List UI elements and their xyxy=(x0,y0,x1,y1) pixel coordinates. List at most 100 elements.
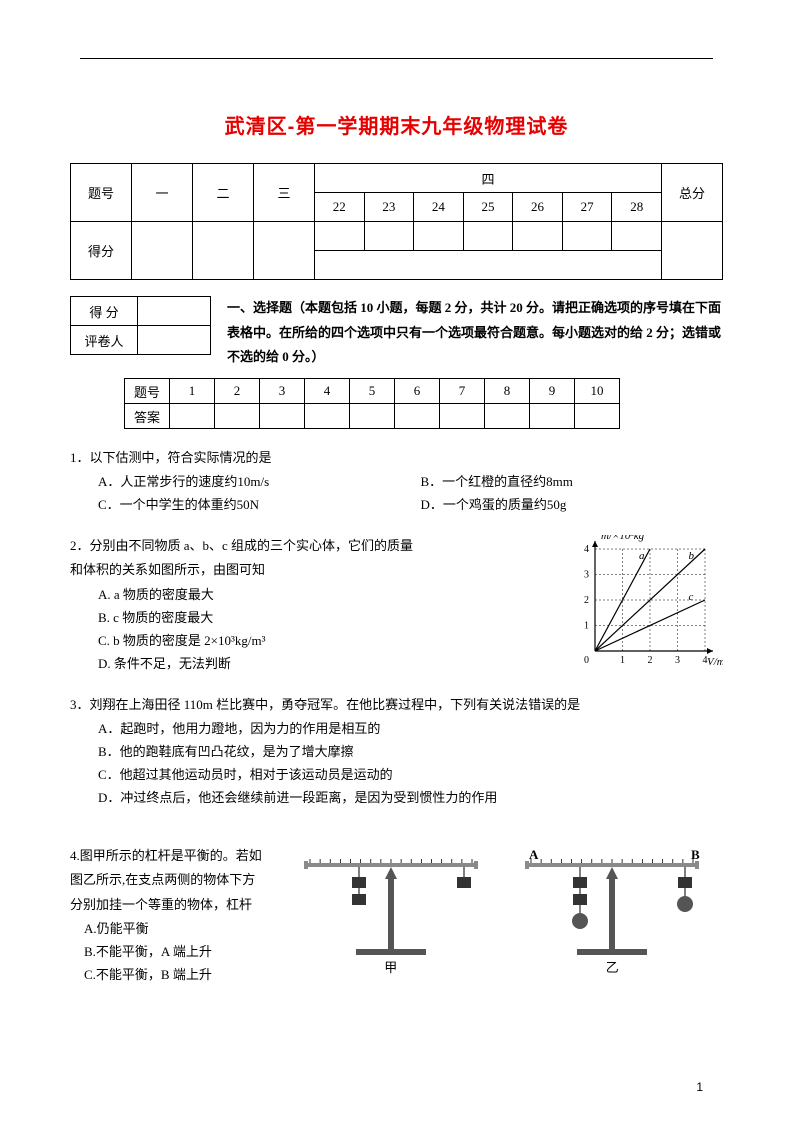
score-sub-28: 28 xyxy=(612,193,662,222)
question-1: 1．以下估测中，符合实际情况的是 A．人正常步行的速度约10m/s B．一个红橙… xyxy=(70,447,723,517)
score-blank xyxy=(414,222,464,251)
answer-label-q: 题号 xyxy=(125,379,170,404)
answer-num: 6 xyxy=(395,379,440,404)
section1-header: 得 分 评卷人 一、选择题（本题包括 10 小题，每题 2 分，共计 20 分。… xyxy=(70,296,723,370)
svg-text:V/m³: V/m³ xyxy=(707,656,723,668)
answer-blank xyxy=(170,404,215,429)
svg-text:3: 3 xyxy=(675,655,680,666)
q2-opt-a: A. a 物质的密度最大 xyxy=(98,584,551,606)
q2-chart: 123412340abcV/m³m/×10³kg xyxy=(563,535,723,675)
answer-blank xyxy=(440,404,485,429)
score-sub-25: 25 xyxy=(463,193,513,222)
answer-blank xyxy=(530,404,575,429)
svg-text:3: 3 xyxy=(584,570,589,581)
q1-opt-c: C．一个中学生的体重约50N xyxy=(98,494,401,516)
page-title: 武清区-第一学期期末九年级物理试卷 xyxy=(70,110,723,139)
svg-text:a: a xyxy=(639,551,645,563)
svg-text:A: A xyxy=(529,847,539,862)
q4-stem3: 分别加挂一个等重的物体，杠杆 xyxy=(70,894,270,916)
score-blank xyxy=(463,222,513,251)
score-sub-27: 27 xyxy=(562,193,612,222)
q3-opt-b: B．他的跑鞋底有凹凸花纹，是为了增大摩擦 xyxy=(98,741,723,763)
answer-table: 题号 1 2 3 4 5 6 7 8 9 10 答案 xyxy=(124,378,620,429)
exam-page: 武清区-第一学期期末九年级物理试卷 题号 一 二 三 四 总分 22 23 24… xyxy=(0,0,793,1122)
score-blank xyxy=(193,222,254,280)
svg-text:b: b xyxy=(689,551,695,563)
svg-text:B: B xyxy=(691,847,700,862)
score-sub-24: 24 xyxy=(414,193,464,222)
score-sub-22: 22 xyxy=(315,193,365,222)
svg-text:c: c xyxy=(689,591,694,603)
grader-table: 得 分 评卷人 xyxy=(70,296,211,355)
grader-score-blank xyxy=(138,297,211,326)
section1-instructions: 一、选择题（本题包括 10 小题，每题 2 分，共计 20 分。请把正确选项的序… xyxy=(227,296,723,370)
svg-text:1: 1 xyxy=(584,621,589,632)
svg-text:4: 4 xyxy=(584,544,589,555)
score-col-4: 四 xyxy=(315,164,662,193)
score-sub-23: 23 xyxy=(364,193,414,222)
score-blank xyxy=(662,222,723,280)
score-blank xyxy=(513,222,563,251)
answer-blank xyxy=(260,404,305,429)
score-blank xyxy=(315,251,662,280)
score-blank xyxy=(562,222,612,251)
score-col-total: 总分 xyxy=(662,164,723,222)
answer-num: 5 xyxy=(350,379,395,404)
q2-opt-b: B. c 物质的密度最大 xyxy=(98,607,551,629)
answer-blank xyxy=(350,404,395,429)
q1-stem: 1．以下估测中，符合实际情况的是 xyxy=(70,447,723,469)
answer-blank xyxy=(575,404,620,429)
grader-score-label: 得 分 xyxy=(71,297,138,326)
answer-blank xyxy=(215,404,260,429)
question-2: 2．分别由不同物质 a、b、c 组成的三个实心体，它们的质量 和体积的关系如图所… xyxy=(70,535,723,676)
score-blank xyxy=(254,222,315,280)
q2-opt-d: D. 条件不足，无法判断 xyxy=(98,653,551,675)
score-blank xyxy=(132,222,193,280)
score-col-label: 题号 xyxy=(71,164,132,222)
score-sub-26: 26 xyxy=(513,193,563,222)
svg-text:2: 2 xyxy=(584,595,589,606)
answer-num: 3 xyxy=(260,379,305,404)
score-col-1: 一 xyxy=(132,164,193,222)
answer-blank xyxy=(395,404,440,429)
q3-opt-c: C．他超过其他运动员时，相对于该运动员是运动的 xyxy=(98,764,723,786)
score-blank xyxy=(612,222,662,251)
score-table: 题号 一 二 三 四 总分 22 23 24 25 26 27 28 得分 xyxy=(70,163,723,280)
answer-num: 7 xyxy=(440,379,485,404)
page-number: 1 xyxy=(696,1080,703,1094)
question-4: 4.图甲所示的杠杆是平衡的。若如 图乙所示,在支点两侧的物体下方 分别加挂一个等… xyxy=(70,845,723,987)
question-3: 3．刘翔在上海田径 110m 栏比赛中，勇夺冠军。在他比赛过程中，下列有关说法错… xyxy=(70,694,723,809)
q4-opt-b: B.不能平衡，A 端上升 xyxy=(84,941,270,963)
answer-blank xyxy=(305,404,350,429)
q4-opt-c: C.不能平衡，B 端上升 xyxy=(84,964,270,986)
answer-num: 10 xyxy=(575,379,620,404)
answer-num: 9 xyxy=(530,379,575,404)
score-col-2: 二 xyxy=(193,164,254,222)
q4-fig-jia: 甲 xyxy=(296,845,486,979)
svg-text:0: 0 xyxy=(584,655,589,666)
score-blank xyxy=(364,222,414,251)
answer-num: 8 xyxy=(485,379,530,404)
score-blank xyxy=(315,222,365,251)
q1-opt-d: D．一个鸡蛋的质量约50g xyxy=(421,494,724,516)
q3-opt-a: A．起跑时，他用力蹬地，因为力的作用是相互的 xyxy=(98,718,723,740)
score-col-3: 三 xyxy=(254,164,315,222)
q4-caption-jia: 甲 xyxy=(296,957,486,979)
answer-num: 2 xyxy=(215,379,260,404)
q4-stem2: 图乙所示,在支点两侧的物体下方 xyxy=(70,869,270,891)
q4-caption-yi: 乙 xyxy=(517,957,707,979)
q2-stem2: 和体积的关系如图所示，由图可知 xyxy=(70,559,551,581)
q4-stem1: 4.图甲所示的杠杆是平衡的。若如 xyxy=(70,845,270,867)
answer-num: 1 xyxy=(170,379,215,404)
answer-blank xyxy=(485,404,530,429)
answer-num: 4 xyxy=(305,379,350,404)
grader-name-blank xyxy=(138,326,211,355)
q3-opt-d: D．冲过终点后，他还会继续前进一段距离，是因为受到惯性力的作用 xyxy=(98,787,723,809)
q4-opt-a: A.仍能平衡 xyxy=(84,918,270,940)
answer-label-a: 答案 xyxy=(125,404,170,429)
q1-opt-b: B．一个红橙的直径约8mm xyxy=(421,471,724,493)
svg-text:1: 1 xyxy=(620,655,625,666)
q3-stem: 3．刘翔在上海田径 110m 栏比赛中，勇夺冠军。在他比赛过程中，下列有关说法错… xyxy=(70,694,723,716)
score-row-label: 得分 xyxy=(71,222,132,280)
q1-opt-a: A．人正常步行的速度约10m/s xyxy=(98,471,401,493)
